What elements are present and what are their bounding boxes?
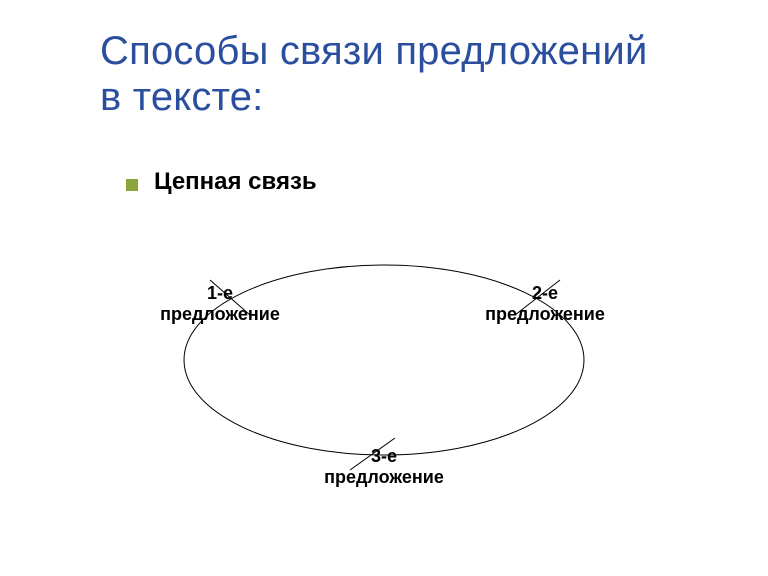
node-label-line1: 2-е <box>480 283 610 304</box>
slide: Способы связи предложений в тексте: Цепн… <box>0 0 768 576</box>
node-label-line1: 1-е <box>155 283 285 304</box>
node-label-line2: предложение <box>480 304 610 325</box>
node-label-line2: предложение <box>155 304 285 325</box>
bullet-text: Цепная связь <box>154 168 317 196</box>
node-label-n2: 2-епредложение <box>480 283 610 324</box>
node-label-n1: 1-епредложение <box>155 283 285 324</box>
node-label-line1: 3-е <box>319 446 449 467</box>
bullet-row: Цепная связь <box>126 168 317 196</box>
node-label-n3: 3-епредложение <box>319 446 449 487</box>
diagram: 1-епредложение2-епредложение3-епредложен… <box>120 240 648 540</box>
slide-title: Способы связи предложений в тексте: <box>100 28 660 120</box>
node-label-line2: предложение <box>319 467 449 488</box>
bullet-marker <box>126 179 138 191</box>
